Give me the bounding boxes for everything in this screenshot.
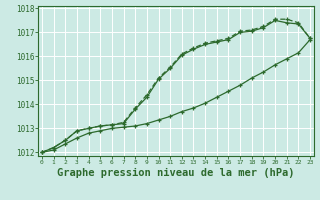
X-axis label: Graphe pression niveau de la mer (hPa): Graphe pression niveau de la mer (hPa) [57,168,295,178]
